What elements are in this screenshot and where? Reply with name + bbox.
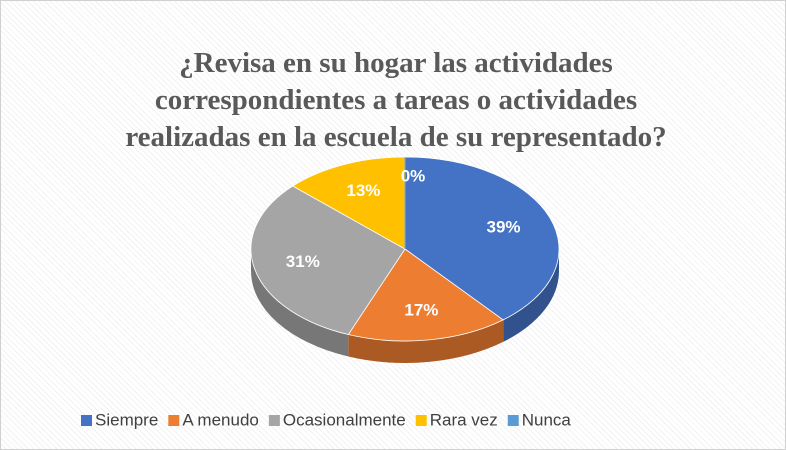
slice-side [251,249,349,357]
slice [347,248,504,342]
legend-label: Nunca [522,410,572,429]
data-label: 0% [401,167,426,186]
slice [404,156,560,321]
legend-swatch [268,415,280,426]
data-label: 31% [286,252,320,271]
legend-swatch [168,415,180,426]
data-label: 13% [346,181,380,200]
legend-swatch [81,415,92,426]
chart-title: ¿Revisa en su hogar las actividades corr… [125,47,667,153]
slice-side [503,249,559,342]
data-label: 39% [487,217,521,236]
legend-label: A menudo [182,410,259,429]
legend-label: Ocasionalmente [283,410,406,429]
legend-label: Siempre [95,410,158,429]
legend-label: Rara vez [430,410,498,429]
legend-swatch [415,415,427,426]
slice-side [348,319,504,363]
slice [291,156,406,250]
data-label: 17% [404,300,438,319]
legend-swatch [507,415,519,426]
slice [250,185,406,335]
